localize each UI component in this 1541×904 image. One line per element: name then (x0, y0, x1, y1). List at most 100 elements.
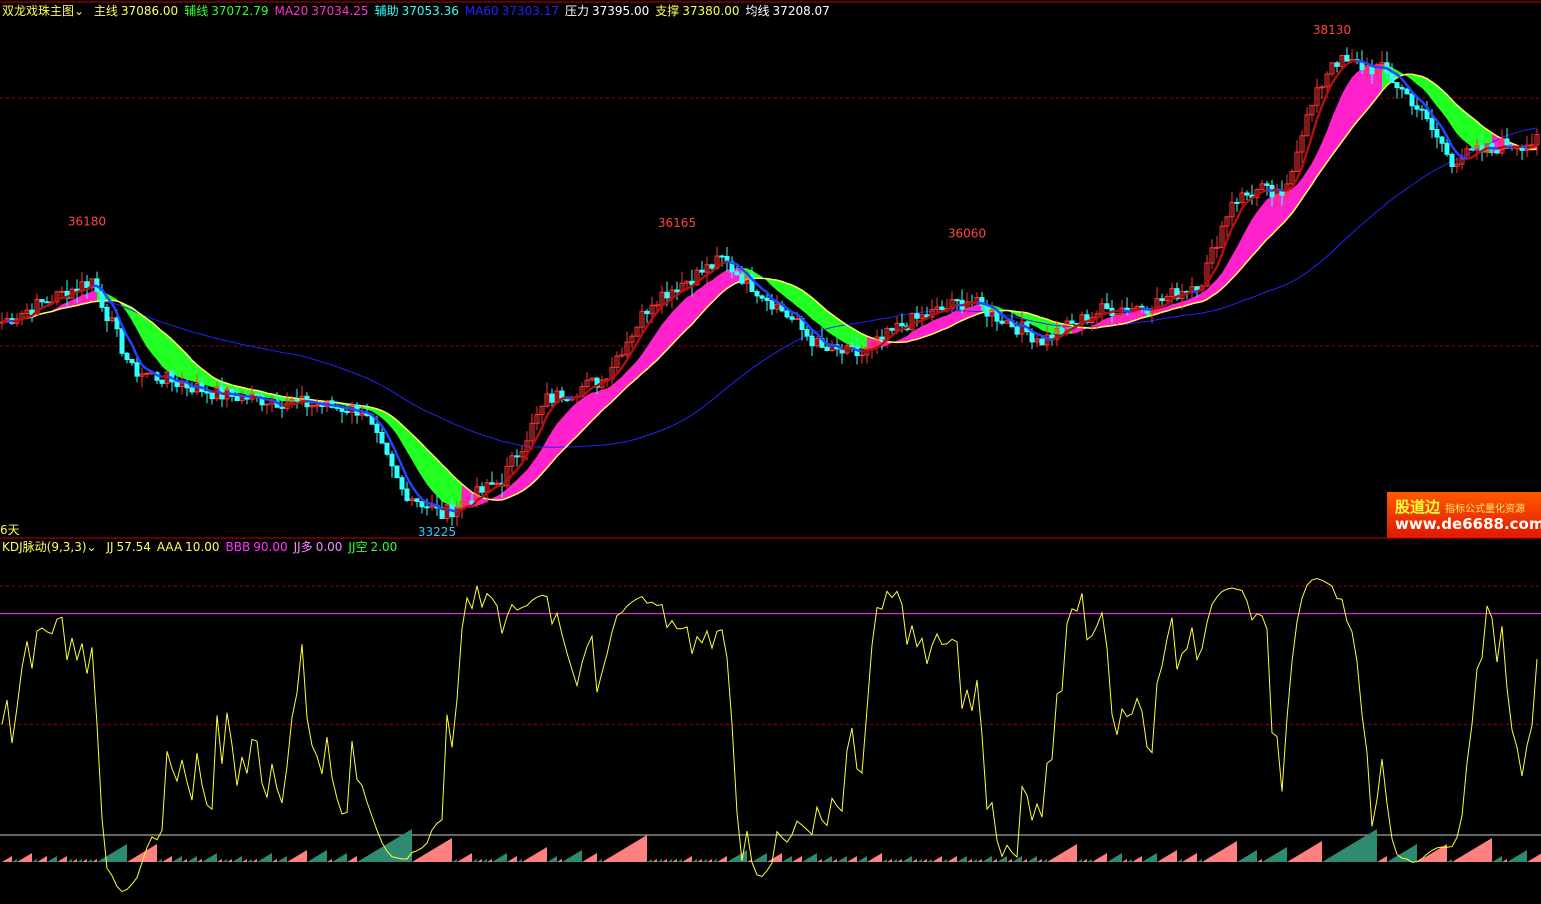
candle-body (589, 377, 595, 381)
main-line-segment (771, 297, 778, 303)
ribbon-segment (1047, 319, 1052, 334)
ribbon-segment (177, 344, 182, 379)
main-line-segment (816, 332, 823, 341)
pulse-triangle (582, 853, 597, 862)
ribbon-segment (377, 408, 382, 419)
ribbon-segment (517, 474, 522, 494)
candle-body (359, 412, 365, 416)
candle-body (979, 297, 985, 306)
main-line-segment (941, 309, 948, 313)
candle-body (684, 280, 690, 284)
pulse-triangle (747, 859, 752, 862)
candle-body (489, 482, 495, 485)
legend-value: 2.00 (370, 540, 398, 554)
main-line-segment (356, 409, 363, 413)
pulse-triangle (1077, 859, 1082, 862)
candle-body (1334, 62, 1340, 67)
pulse-triangle (457, 853, 472, 862)
main-line-segment (390, 443, 399, 456)
candle-body (1469, 148, 1475, 151)
candle-body (584, 379, 590, 388)
candle-body (1339, 54, 1345, 67)
pulse-triangle (792, 856, 802, 862)
sub-indicator-selector[interactable]: KDJ脉动(9,3,3)⌄ (2, 540, 97, 554)
pulse-triangle (257, 853, 272, 862)
candle-body (294, 399, 300, 402)
main-line-segment (581, 391, 588, 397)
pulse-triangle (752, 853, 767, 862)
main-line-segment (716, 262, 723, 268)
pulse-triangle (897, 859, 902, 862)
main-line-segment (1235, 207, 1244, 220)
ribbon-segment (1447, 94, 1452, 127)
main-line-segment (41, 304, 48, 310)
pulse-triangle (822, 856, 832, 862)
legend-label: JJ多 (293, 540, 313, 554)
main-line-segment (261, 396, 268, 401)
candle-body (719, 255, 725, 258)
pulse-triangle (717, 856, 727, 862)
ribbon-segment (1042, 317, 1047, 332)
candle-body (909, 313, 915, 331)
ribbon-segment (847, 325, 852, 346)
pulse-triangle (522, 847, 547, 862)
candle-body (1494, 148, 1500, 154)
candle-body (694, 269, 700, 286)
main-line-segment (476, 496, 483, 502)
legend-value: 37208.07 (772, 4, 830, 18)
legend-label: 支撑 (655, 4, 680, 18)
ribbon-segment (1467, 113, 1472, 148)
ribbon-segment (852, 328, 857, 348)
main-line-segment (776, 300, 783, 306)
candle-body (209, 392, 215, 400)
legend-item-0: 主线 37086.00 (94, 4, 178, 18)
ribbon-segment (542, 439, 547, 474)
ribbon-segment (802, 290, 807, 315)
main-line-segment (1196, 288, 1203, 293)
ribbon-segment (1097, 320, 1102, 328)
ribbon-segment (407, 429, 412, 461)
candle-body (989, 309, 995, 317)
pulse-triangle (87, 859, 92, 862)
ribbon-segment (592, 391, 597, 421)
candle-body (524, 440, 530, 453)
candle-body (1034, 338, 1040, 343)
main-line-segment (135, 355, 144, 366)
main-line-segment (746, 272, 753, 281)
main-line-segment (966, 301, 973, 306)
main-line-segment (1320, 93, 1329, 107)
ribbon-segment (667, 312, 672, 350)
pulse-triangle (847, 856, 857, 862)
candle-body (764, 297, 770, 302)
ribbon-segment (1237, 237, 1242, 274)
main-line-segment (781, 303, 788, 310)
candle-body (134, 362, 140, 377)
pulse-triangle (202, 853, 217, 862)
candle-body (984, 304, 990, 317)
main-line-segment (481, 492, 488, 499)
ribbon-segment (1442, 89, 1447, 120)
main-line-segment (761, 287, 768, 294)
main-line-segment (181, 380, 188, 384)
ribbon-segment (387, 413, 392, 429)
main-line-segment (416, 492, 423, 501)
candle-body (174, 381, 180, 388)
main-line-segment (1166, 298, 1173, 306)
ribbon-segment (1452, 99, 1457, 134)
indicator-selector[interactable]: 双龙戏珠主图⌄ (2, 4, 85, 18)
main-line-segment (125, 335, 134, 346)
main-line-segment (991, 305, 998, 312)
ribbon-segment (832, 314, 837, 338)
pulse-triangle (562, 850, 582, 862)
main-line-segment (1396, 73, 1403, 80)
main-line-segment (506, 474, 513, 482)
candle-body (1219, 225, 1225, 248)
candle-body (89, 278, 95, 288)
ribbon-segment (1417, 75, 1422, 88)
main-line-segment (726, 260, 733, 265)
main-line-segment (115, 312, 124, 327)
pulse-triangle (767, 853, 782, 862)
pulse-triangle (1492, 856, 1502, 862)
jj-line (1, 578, 1538, 893)
